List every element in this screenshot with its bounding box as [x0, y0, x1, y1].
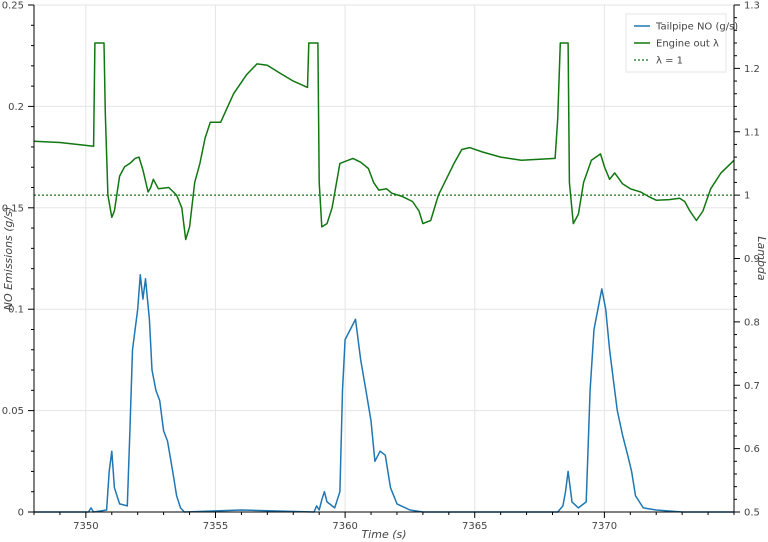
y-left-tick-label: 0.05: [2, 406, 24, 417]
y-right-tick-label: 0.8: [744, 317, 760, 328]
x-tick-label: 7370: [592, 521, 617, 532]
x-tick-label: 7355: [203, 521, 228, 532]
x-tick-label: 7365: [462, 521, 487, 532]
y-right-tick-label: 0.9: [744, 254, 760, 265]
y-left-tick-label: 0: [18, 508, 24, 519]
legend-label: Tailpipe NO (g/s): [655, 22, 738, 33]
legend: Tailpipe NO (g/s) Engine out λ λ = 1: [625, 13, 738, 73]
y-right-tick-label: 1.2: [744, 64, 760, 75]
y-axis-left-label: NO Emissions (g/s): [2, 207, 15, 311]
y-left-tick-label: 0.15: [2, 203, 24, 214]
y-axis-right-label: Lambda: [755, 236, 768, 281]
x-axis-label: Time (s): [361, 528, 406, 541]
axes-layer: 7350 7355 7360 7365 7370 0 0.05 0.1 0.15 0.2 0.25 0…: [2, 1, 760, 533]
y-right-tick-label: 1.1: [744, 127, 760, 138]
y-left-tick-label: 0.1: [8, 305, 24, 316]
series-layer: [33, 42, 735, 513]
y-right-tick-label: 0.5: [744, 508, 760, 519]
y-right-tick-label: 0.6: [744, 444, 760, 455]
grid: [34, 4, 734, 513]
legend-label: λ = 1: [656, 56, 683, 67]
series-engine-out: [33, 42, 735, 241]
series-tailpipe-no-g-s: [34, 273, 734, 513]
y-right-tick-label: 0.7: [744, 381, 760, 392]
x-tick-label: 7350: [73, 521, 98, 532]
legend-label: Engine out λ: [656, 39, 719, 50]
y-right-tick-label: 1.3: [744, 1, 760, 12]
x-tick-label: 7360: [332, 521, 357, 532]
y-left-tick-label: 0.25: [2, 1, 24, 12]
y-right-tick-label: 1: [744, 191, 750, 202]
y-left-tick-label: 0.2: [8, 102, 24, 113]
plot-area: [34, 5, 734, 512]
